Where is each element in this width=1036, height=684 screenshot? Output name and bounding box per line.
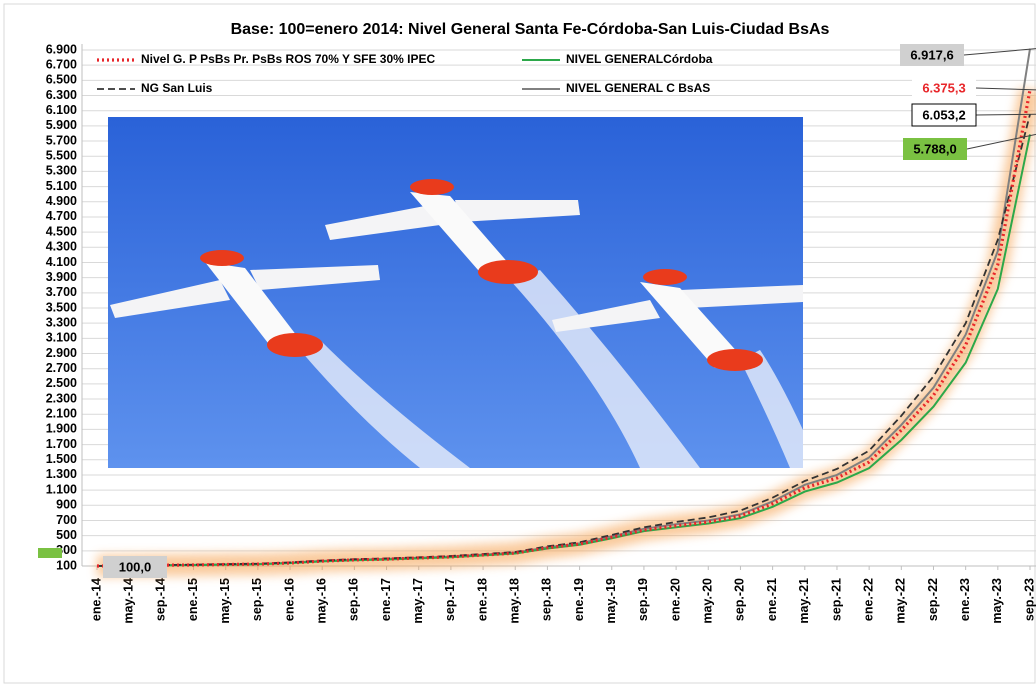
- x-tick-label: may.-15: [218, 578, 232, 624]
- y-tick-label: 1.700: [46, 437, 77, 451]
- y-tick-label: 5.300: [46, 164, 77, 178]
- x-tick-label: sep.-20: [733, 578, 747, 621]
- x-tick-label: ene.-22: [861, 578, 875, 621]
- y-tick-label: 3.900: [46, 270, 77, 284]
- y-tick-label: 4.300: [46, 240, 77, 254]
- x-tick-label: may.-18: [508, 578, 522, 624]
- x-tick-label: sep.-18: [540, 578, 554, 621]
- x-tick-label: may.-21: [797, 578, 811, 624]
- y-tick-label: 6.900: [46, 42, 77, 56]
- y-tick-label: 4.700: [46, 209, 77, 223]
- y-tick-label: 2.100: [46, 407, 77, 421]
- y-tick-label: 5.900: [46, 118, 77, 132]
- x-tick-label: ene.-15: [186, 578, 200, 621]
- legend-label: NIVEL GENERAL C BsAS: [566, 81, 710, 95]
- legend-label: NIVEL GENERALCórdoba: [566, 52, 713, 66]
- x-tick-label: ene.-21: [765, 578, 779, 621]
- value-label: 6.375,3: [922, 80, 965, 95]
- y-tick-label: 1.100: [46, 482, 77, 496]
- y-tick-label: 2.300: [46, 391, 77, 405]
- x-tick-label: ene.-17: [379, 578, 393, 621]
- y-tick-label: 5.500: [46, 149, 77, 163]
- x-tick-label: sep.-16: [347, 578, 361, 621]
- x-tick-label: sep.-23: [1022, 578, 1036, 621]
- y-tick-label: 3.100: [46, 331, 77, 345]
- x-tick-label: may.-23: [990, 578, 1004, 624]
- x-tick-label: ene.-16: [282, 578, 296, 621]
- chart: Base: 100=enero 2014: Nivel General Sant…: [0, 0, 1036, 684]
- x-tick-label: sep.-14: [154, 578, 168, 621]
- value-label: 100,0: [119, 559, 152, 574]
- y-tick-label: 1.300: [46, 467, 77, 481]
- x-tick-label: sep.-17: [443, 578, 457, 621]
- x-tick-label: may.-20: [701, 578, 715, 624]
- y-tick-label: 6.300: [46, 88, 77, 102]
- x-tick-label: sep.-22: [926, 578, 940, 621]
- y-tick-label: 500: [56, 528, 77, 542]
- y-tick-label: 4.500: [46, 224, 77, 238]
- x-tick-label: ene.-20: [668, 578, 682, 621]
- legend: Nivel G. P PsBs Pr. PsBs ROS 70% Y SFE 3…: [97, 52, 713, 95]
- y-tick-label: 1.900: [46, 422, 77, 436]
- y-tick-label: 5.700: [46, 133, 77, 147]
- x-tick-label: ene.-14: [89, 578, 103, 621]
- y-tick-label: 1.500: [46, 452, 77, 466]
- y-tick-label: 3.700: [46, 285, 77, 299]
- value-label: 6.053,2: [922, 107, 965, 122]
- x-tick-label: may.-19: [604, 578, 618, 624]
- x-tick-label: may.-17: [411, 578, 425, 624]
- x-tick-label: ene.-19: [572, 578, 586, 621]
- x-tick-label: ene.-23: [958, 578, 972, 621]
- y-tick-label: 2.900: [46, 346, 77, 360]
- y-tick-label: 6.500: [46, 73, 77, 87]
- y-tick-label: 2.500: [46, 376, 77, 390]
- y-tick-label: 3.500: [46, 300, 77, 314]
- x-tick-label: sep.-15: [250, 578, 264, 621]
- y-tick-label: 4.100: [46, 255, 77, 269]
- y-tick-label: 4.900: [46, 194, 77, 208]
- x-tick-label: may.-16: [315, 578, 329, 624]
- y-tick-label: 100: [56, 558, 77, 572]
- leader-line: [976, 88, 1036, 90]
- marker-patch: [38, 548, 62, 558]
- value-label: 6.917,6: [910, 47, 953, 62]
- chart-title: Base: 100=enero 2014: Nivel General Sant…: [231, 21, 830, 38]
- x-tick-label: ene.-18: [475, 578, 489, 621]
- x-tick-label: sep.-21: [829, 578, 843, 621]
- photo: [108, 117, 803, 468]
- y-tick-label: 5.100: [46, 179, 77, 193]
- y-tick-label: 700: [56, 513, 77, 527]
- y-tick-label: 6.100: [46, 103, 77, 117]
- legend-label: Nivel G. P PsBs Pr. PsBs ROS 70% Y SFE 3…: [141, 52, 435, 66]
- y-tick-label: 900: [56, 498, 77, 512]
- x-tick-label: may.-14: [121, 578, 135, 624]
- y-tick-label: 6.700: [46, 57, 77, 71]
- x-tick-label: sep.-19: [636, 578, 650, 621]
- value-label: 5.788,0: [913, 141, 956, 156]
- x-tick-label: may.-22: [894, 578, 908, 624]
- y-tick-label: 3.300: [46, 315, 77, 329]
- y-tick-label: 2.700: [46, 361, 77, 375]
- legend-label: NG San Luis: [141, 81, 213, 95]
